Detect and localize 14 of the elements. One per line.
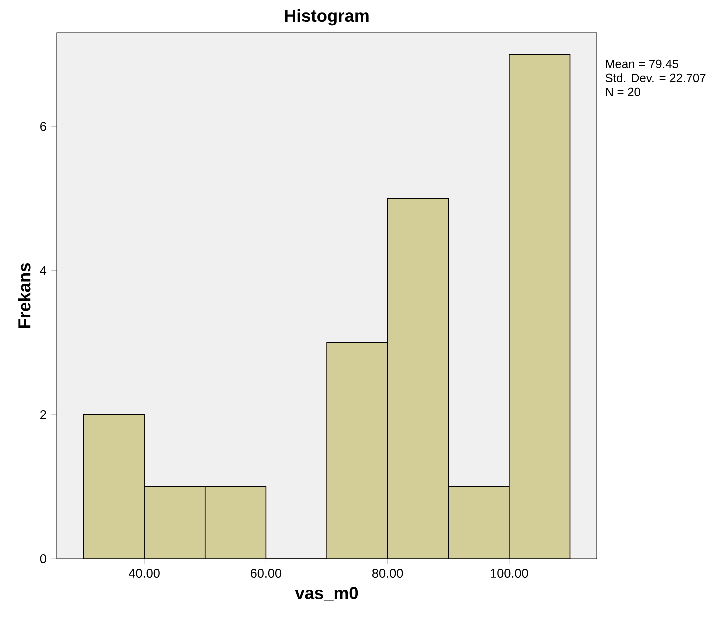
x-axis-title: vas_m0: [295, 587, 358, 602]
x-tick-label: 80.00: [372, 569, 404, 578]
x-tick-label: 40.00: [129, 569, 160, 578]
x-tick-label: 100.00: [491, 569, 528, 578]
x-tick-label: 60.00: [250, 569, 282, 578]
text: N = 20: [606, 88, 640, 96]
chart-title: Histogram: [285, 9, 369, 26]
y-tick-label: 0: [40, 554, 46, 564]
y-tick-label: 2: [40, 410, 46, 420]
y-axis-title: Frekans: [18, 263, 31, 328]
text: Std. Dev. = 22.707: [606, 74, 706, 82]
text: Mean = 79.45: [606, 60, 678, 68]
y-tick-label: 6: [40, 122, 46, 132]
y-tick-label: 4: [40, 266, 47, 276]
